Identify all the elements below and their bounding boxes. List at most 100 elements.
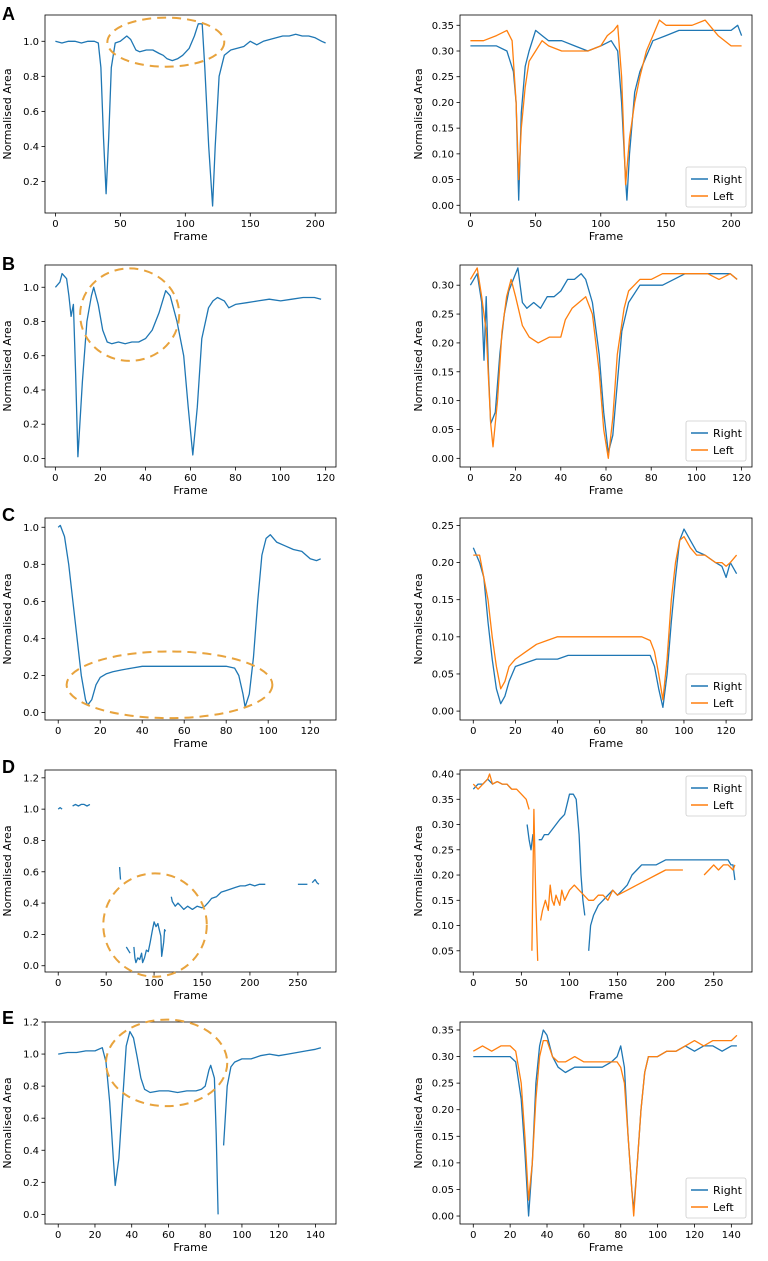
chart-d-left-ytick-label: 1.2 (23, 773, 39, 784)
chart-d-right-ytick-label: 0.20 (432, 871, 454, 882)
chart-d-left-xtick-label: 200 (240, 978, 259, 989)
chart-a-right-legend-label-right: Right (713, 173, 743, 186)
chart-b-right: 0 20 40 60 80 100 120 0.00 0.05 0.10 0.15 0.20 0.25 0… (412, 264, 753, 497)
chart-b-right-series-left-line-0 (469, 267, 738, 459)
chart-e-left-xtick-label: 120 (269, 1230, 288, 1241)
chart-b-left-xtick-label: 20 (94, 473, 107, 484)
chart-b-right-ytick-label: 0.30 (432, 281, 454, 292)
chart-b-right-legend (685, 420, 747, 462)
chart-e-left-xtick-label: 140 (306, 1230, 325, 1241)
chart-b-left-xtick-label: 0 (52, 473, 58, 484)
chart-c-left: 0 20 40 60 80 100 120 0.0 0.2 0.4 0.6 0.8 1.0 Frame No… (1, 517, 337, 750)
chart-c-left-ytick-label: 0.8 (23, 560, 39, 571)
chart-d-left-ytick-label: 0.0 (23, 961, 39, 972)
chart-a-right: 0 50 100 150 200 0.00 0.05 0.10 0.15 0.20 0.25 0.30… (412, 14, 753, 243)
chart-b-right-ylabel: Normalised Area (412, 320, 425, 411)
chart-c-right-ytick-label: 0.20 (432, 558, 454, 569)
chart-e-right-xlabel: Frame (589, 1241, 624, 1254)
chart-c-left-xtick-label: 0 (55, 726, 61, 737)
chart-d-left-series-series-line-2 (118, 867, 122, 880)
chart-a-left-xlabel: Frame (173, 230, 208, 243)
chart-b-right-xtick-label: 120 (732, 473, 751, 484)
chart-b-left-ylabel: Normalised Area (1, 320, 14, 411)
chart-e-right: 0 20 40 60 80 100 120 140 0.00 0.05 0.10 0.15 0.20 0.… (412, 1021, 753, 1254)
chart-c-right-xtick-label: 40 (551, 726, 564, 737)
chart-a-right-xlabel: Frame (589, 230, 624, 243)
chart-c-left-xtick-label: 80 (220, 726, 233, 737)
chart-a-right-xtick-label: 50 (529, 219, 542, 230)
chart-d-right-xtick-label: 150 (608, 978, 627, 989)
chart-a-left: 0 50 100 150 200 0.2 0.4 0.6 0.8 1.0 Frame Normalis… (1, 14, 337, 243)
chart-b-right-legend-label-left: Left (713, 444, 734, 457)
chart-a-right-xtick-label: 150 (656, 219, 675, 230)
chart-c-right-xtick-label: 20 (509, 726, 522, 737)
chart-b-right-ytick-label: 0.05 (432, 425, 454, 436)
chart-a-left-ytick-label: 0.8 (23, 72, 39, 83)
chart-e-right-xtick-label: 0 (470, 1230, 476, 1241)
chart-b-right-ytick-label: 0.25 (432, 310, 454, 321)
chart-d-left-ytick-label: 0.6 (23, 867, 39, 878)
chart-d-right-ytick-label: 0.15 (432, 896, 454, 907)
chart-d-right-ytick-label: 0.05 (432, 946, 454, 957)
chart-c-right-ytick-label: 0.25 (432, 521, 454, 532)
chart-b-right-xlabel: Frame (589, 484, 624, 497)
chart-c-right-xtick-label: 100 (674, 726, 693, 737)
chart-c-left-xlabel: Frame (173, 737, 208, 750)
chart-b-right-ytick-label: 0.00 (432, 454, 454, 465)
chart-d-right-xtick-label: 250 (704, 978, 723, 989)
chart-d-left-series-series-line-3 (125, 946, 131, 954)
chart-c-right-xtick-label: 0 (470, 726, 476, 737)
chart-e-left-ytick-label: 0.2 (23, 1178, 39, 1189)
chart-c-right-ytick-label: 0.05 (432, 669, 454, 680)
chart-e-right-series-left-line-0 (472, 1034, 738, 1217)
chart-d-right-series-left-line-0 (472, 773, 530, 810)
chart-c-right-ylabel: Normalised Area (412, 573, 425, 664)
chart-e-left-ytick-label: 1.2 (23, 1018, 39, 1029)
chart-b-left-series-series-line-0 (54, 272, 322, 458)
chart-c-left-ytick-label: 0.0 (23, 708, 39, 719)
chart-d-right: 0 50 100 150 200 250 0.05 0.10 0.15 0.20 0.25 0.30 0… (412, 770, 753, 1002)
chart-d-right-xtick-label: 200 (656, 978, 675, 989)
chart-d-left-series-series-line-5 (170, 883, 266, 911)
chart-e-right-ytick-label: 0.00 (432, 1212, 454, 1223)
chart-e-left-ytick-label: 1.0 (23, 1050, 39, 1061)
panel-letter-b: B (2, 254, 15, 274)
chart-d-right-ytick-label: 0.25 (432, 845, 454, 856)
chart-d-left-xlabel: Frame (173, 989, 208, 1002)
chart-a-right-xtick-label: 0 (467, 219, 473, 230)
chart-e-left-ytick-label: 0.4 (23, 1146, 39, 1157)
chart-d-left-ylabel: Normalised Area (1, 825, 14, 916)
chart-b-left-ytick-label: 0.4 (23, 385, 39, 396)
chart-d-right-xlabel: Frame (589, 989, 624, 1002)
chart-c-left-xtick-label: 20 (94, 726, 107, 737)
chart-e-right-xtick-label: 40 (541, 1230, 554, 1241)
chart-a-left-ylabel: Normalised Area (1, 68, 14, 159)
chart-e-right-axes-frame (459, 1021, 753, 1225)
chart-e-left-series-series-line-0 (58, 1030, 219, 1215)
chart-b-left-ytick-label: 0.8 (23, 317, 39, 328)
chart-d-right-ytick-label: 0.10 (432, 921, 454, 932)
chart-b-left-ytick-label: 0.2 (23, 420, 39, 431)
chart-d-right-legend (685, 775, 747, 817)
chart-e-left-ytick-label: 0.8 (23, 1082, 39, 1093)
chart-d-left-series-series-line-7 (311, 878, 320, 885)
chart-a-right-xtick-label: 200 (722, 219, 741, 230)
chart-a-right-ytick-label: 0.25 (432, 72, 454, 83)
chart-d-left-highlight-ellipse (102, 872, 208, 978)
chart-c-right-xtick-label: 60 (593, 726, 606, 737)
chart-b-left-xlabel: Frame (173, 484, 208, 497)
chart-d-right-series-left-line-2 (539, 869, 683, 921)
chart-a-right-ylabel: Normalised Area (412, 68, 425, 159)
chart-a-right-axes-frame (459, 14, 753, 214)
chart-e-left-xtick-label: 40 (125, 1230, 138, 1241)
chart-d-right-series-left-line-3 (703, 864, 736, 876)
chart-e-right-legend (685, 1177, 747, 1219)
chart-b-left-ytick-label: 0.0 (23, 454, 39, 465)
chart-c-left-xtick-label: 60 (178, 726, 191, 737)
chart-b-left-xtick-label: 80 (229, 473, 242, 484)
chart-c-right-xtick-label: 80 (635, 726, 648, 737)
chart-a-right-ytick-label: 0.00 (432, 201, 454, 212)
chart-a-right-ytick-label: 0.15 (432, 124, 454, 135)
chart-a-right-legend-label-left: Left (713, 190, 734, 203)
